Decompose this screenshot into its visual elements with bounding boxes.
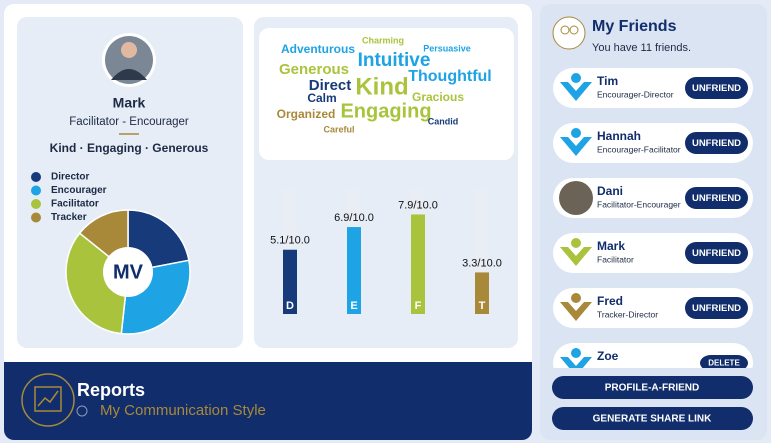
word: Direct (309, 77, 352, 94)
word: Calm (307, 91, 336, 105)
bar-value-label: 5.1/10.0 (270, 235, 310, 247)
bar-value-label: 6.9/10.0 (334, 212, 374, 224)
bar (283, 249, 297, 314)
word: Thoughtful (408, 68, 492, 85)
friend-avatar (560, 302, 592, 321)
friend-name: Fred (597, 294, 623, 308)
friend-avatar (571, 128, 581, 138)
bar-value-label: 7.9/10.0 (398, 199, 438, 211)
button[interactable] (552, 407, 753, 430)
friend-avatar (560, 357, 592, 368)
friend-avatar (560, 247, 592, 266)
legend-label: Director (51, 172, 89, 183)
reports-title: Reports (77, 380, 145, 400)
bar-category: D (286, 300, 294, 312)
pie-slice (65, 232, 129, 335)
chat-icon (76, 405, 88, 417)
word: Gracious (412, 90, 464, 104)
friend-role: Tracker-Director (597, 309, 658, 319)
profile-name: Mark (113, 95, 146, 111)
word: Candid (428, 116, 459, 126)
button[interactable] (552, 376, 753, 399)
button-label[interactable]: PROFILE-A-FRIEND (605, 383, 699, 394)
word: Intuitive (358, 50, 431, 71)
friend-name: Dani (597, 184, 623, 198)
friend-button[interactable] (685, 77, 748, 99)
friend-button[interactable] (685, 297, 748, 319)
friend-role: Facilitator (597, 254, 634, 264)
friend-role: Facilitator-Encourager (597, 199, 681, 209)
word: Kind (355, 73, 408, 100)
bar (347, 227, 361, 314)
profile-style: Facilitator - Encourager (69, 116, 189, 128)
reports-subtitle: My Communication Style (100, 402, 266, 419)
word: Generous (279, 61, 349, 78)
friend-button-label[interactable]: UNFRIEND (692, 138, 741, 149)
legend-swatch (31, 185, 41, 196)
legend-label: Encourager (51, 185, 107, 196)
friend-button-label[interactable]: UNFRIEND (692, 193, 741, 204)
friend-name: Zoe (597, 349, 619, 363)
friend-role: Encourager-Director (597, 89, 674, 99)
friend-button-label[interactable]: UNFRIEND (692, 83, 741, 94)
bar (475, 272, 489, 314)
word-cloud (259, 28, 514, 160)
bar-category: E (350, 300, 357, 312)
friend-button-label[interactable]: UNFRIEND (692, 248, 741, 259)
bar-category: T (479, 300, 486, 312)
pie-center (103, 247, 153, 297)
friends-icon (560, 25, 570, 35)
bar (411, 214, 425, 314)
friends-icon (569, 25, 579, 35)
friend-avatar (559, 181, 593, 215)
bar-value-label: 3.3/10.0 (462, 257, 502, 269)
friend-button-label[interactable]: UNFRIEND (692, 303, 741, 314)
friend-name: Hannah (597, 129, 641, 143)
avatar (111, 69, 147, 80)
button-label[interactable]: GENERATE SHARE LINK (593, 414, 712, 425)
bar-category: F (415, 300, 422, 312)
legend-label: Facilitator (51, 199, 99, 210)
word: Organized (277, 107, 336, 121)
profile-traits: Kind · Engaging · Generous (50, 141, 209, 155)
initials: MV (113, 261, 144, 283)
friends-count: You have 11 friends. (592, 42, 691, 54)
legend-label: Tracker (51, 212, 87, 223)
friend-avatar (571, 238, 581, 248)
reports-bar[interactable] (4, 362, 532, 440)
reports-icon (34, 386, 62, 412)
legend-swatch (31, 172, 41, 182)
word: Persuasive (423, 43, 471, 53)
friend-button[interactable] (685, 132, 748, 154)
avatar (121, 42, 137, 58)
friend-avatar (571, 293, 581, 303)
friend-name: Tim (597, 74, 618, 88)
avatar (105, 36, 153, 84)
legend-swatch (31, 212, 41, 223)
reports-icon (21, 373, 75, 427)
friend-button-label[interactable]: DELETE (708, 359, 740, 368)
word: Adventurous (281, 42, 355, 56)
word: Engaging (340, 100, 431, 122)
word: Charming (362, 35, 404, 45)
friend-avatar (560, 82, 592, 101)
reports-icon (37, 390, 59, 407)
friend-role: Encourager-Facilitator (597, 144, 681, 154)
friend-avatar (571, 348, 581, 358)
friends-icon (552, 16, 586, 50)
friends-panel (540, 4, 767, 440)
friends-title: My Friends (592, 18, 677, 35)
friend-avatar (560, 137, 592, 156)
friend-button[interactable] (700, 355, 748, 371)
legend-swatch (31, 199, 41, 209)
friend-button[interactable] (685, 187, 748, 209)
friend-name: Mark (597, 239, 625, 253)
friend-button[interactable] (685, 242, 748, 264)
word: Careful (323, 124, 354, 134)
friend-avatar (571, 73, 581, 83)
